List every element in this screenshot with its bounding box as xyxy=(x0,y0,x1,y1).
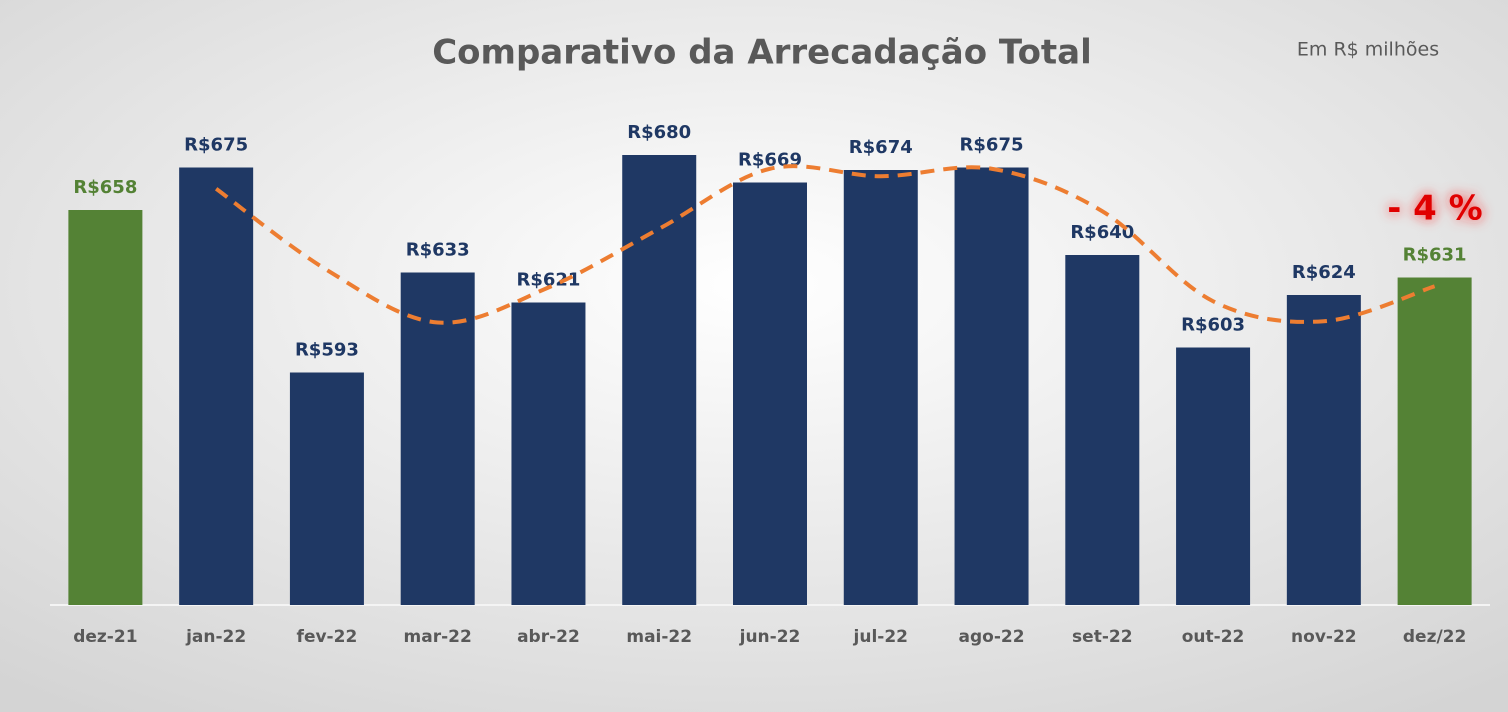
bar xyxy=(511,302,586,605)
bar xyxy=(843,170,918,605)
value-label: R$593 xyxy=(295,340,359,361)
unit-note: Em R$ milhões xyxy=(1297,39,1439,61)
bar xyxy=(289,372,364,605)
value-label: R$680 xyxy=(627,122,691,143)
value-label: R$658 xyxy=(73,177,137,198)
bar xyxy=(179,167,254,605)
bar xyxy=(1176,347,1251,605)
value-label: R$624 xyxy=(1292,262,1356,283)
value-label: R$603 xyxy=(1181,315,1245,336)
value-label: R$675 xyxy=(184,135,248,156)
bar xyxy=(1065,255,1140,605)
x-tick-label: jan-22 xyxy=(185,627,246,647)
value-label: R$631 xyxy=(1403,245,1467,266)
x-tick-label: set-22 xyxy=(1072,627,1133,647)
x-tick-label: out-22 xyxy=(1182,627,1245,647)
value-label: R$621 xyxy=(516,270,580,291)
bar xyxy=(954,167,1029,605)
chart-title: Comparativo da Arrecadação Total xyxy=(432,33,1092,73)
x-tick-label: jul-22 xyxy=(853,627,908,647)
bar xyxy=(1286,295,1361,605)
value-label: R$675 xyxy=(960,135,1024,156)
x-tick-label: nov-22 xyxy=(1291,627,1357,647)
x-tick-label: mar-22 xyxy=(404,627,472,647)
trend-line xyxy=(214,164,1436,325)
x-tick-label: dez/22 xyxy=(1403,627,1466,647)
value-label: R$640 xyxy=(1070,222,1134,243)
x-tick-label: fev-22 xyxy=(297,627,358,647)
x-tick-label: ago-22 xyxy=(959,627,1025,647)
x-tick-label: dez-21 xyxy=(73,627,137,647)
x-tick-label: mai-22 xyxy=(626,627,692,647)
x-tick-label: jun-22 xyxy=(739,627,801,647)
value-label: R$633 xyxy=(406,240,470,261)
bar xyxy=(1397,277,1472,605)
value-label: R$674 xyxy=(849,137,913,158)
bar xyxy=(622,155,697,605)
change-note: - 4 % xyxy=(1387,189,1483,229)
x-tick-label: abr-22 xyxy=(517,627,580,647)
bar xyxy=(733,182,807,605)
bar xyxy=(400,272,475,605)
bar xyxy=(68,210,143,605)
